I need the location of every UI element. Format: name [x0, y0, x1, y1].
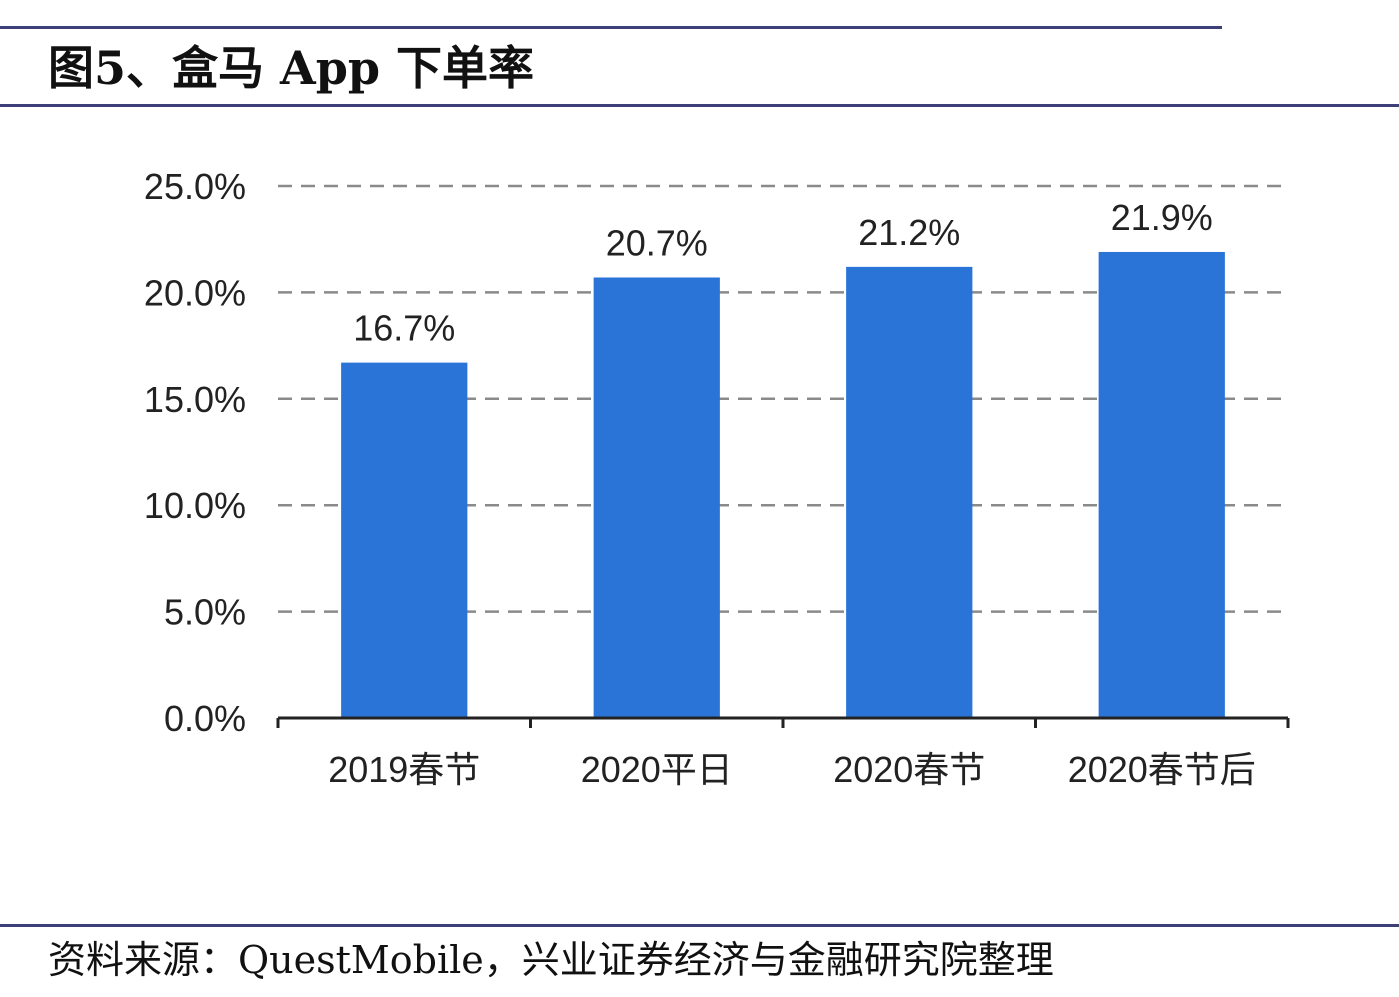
data-label: 21.2%: [858, 212, 960, 253]
bar: [341, 362, 468, 718]
y-tick-label: 25.0%: [144, 166, 246, 207]
top-rule: [0, 26, 1222, 29]
data-label: 21.9%: [1111, 197, 1213, 238]
y-tick-label: 0.0%: [164, 698, 246, 739]
source-note: 资料来源：QuestMobile，兴业证券经济与金融研究院整理: [48, 938, 1054, 982]
x-tick-label: 2020春节: [833, 749, 985, 790]
bars: [341, 251, 1225, 718]
x-axis: [276, 716, 1290, 728]
bar: [593, 277, 720, 718]
y-tick-label: 5.0%: [164, 592, 246, 633]
y-tick-label: 15.0%: [144, 379, 246, 420]
data-label: 20.7%: [606, 223, 708, 264]
x-tick-label: 2019春节: [328, 749, 480, 790]
bar: [1098, 251, 1225, 718]
data-labels: 16.7% 20.7% 21.2% 21.9%: [353, 197, 1213, 349]
y-axis-tick-labels: 0.0% 5.0% 10.0% 15.0% 20.0% 25.0%: [144, 166, 246, 739]
figure-title: 图5、盒马 App 下单率: [48, 41, 535, 95]
x-tick-label: 2020春节后: [1068, 749, 1256, 790]
x-tick-label: 2020平日: [581, 749, 733, 790]
x-axis-category-labels: 2019春节 2020平日 2020春节 2020春节后: [328, 749, 1256, 790]
y-tick-label: 10.0%: [144, 485, 246, 526]
bar: [846, 266, 973, 718]
title-rule: [0, 104, 1399, 107]
footer-rule: [0, 924, 1399, 927]
y-tick-label: 20.0%: [144, 272, 246, 313]
data-label: 16.7%: [353, 308, 455, 349]
